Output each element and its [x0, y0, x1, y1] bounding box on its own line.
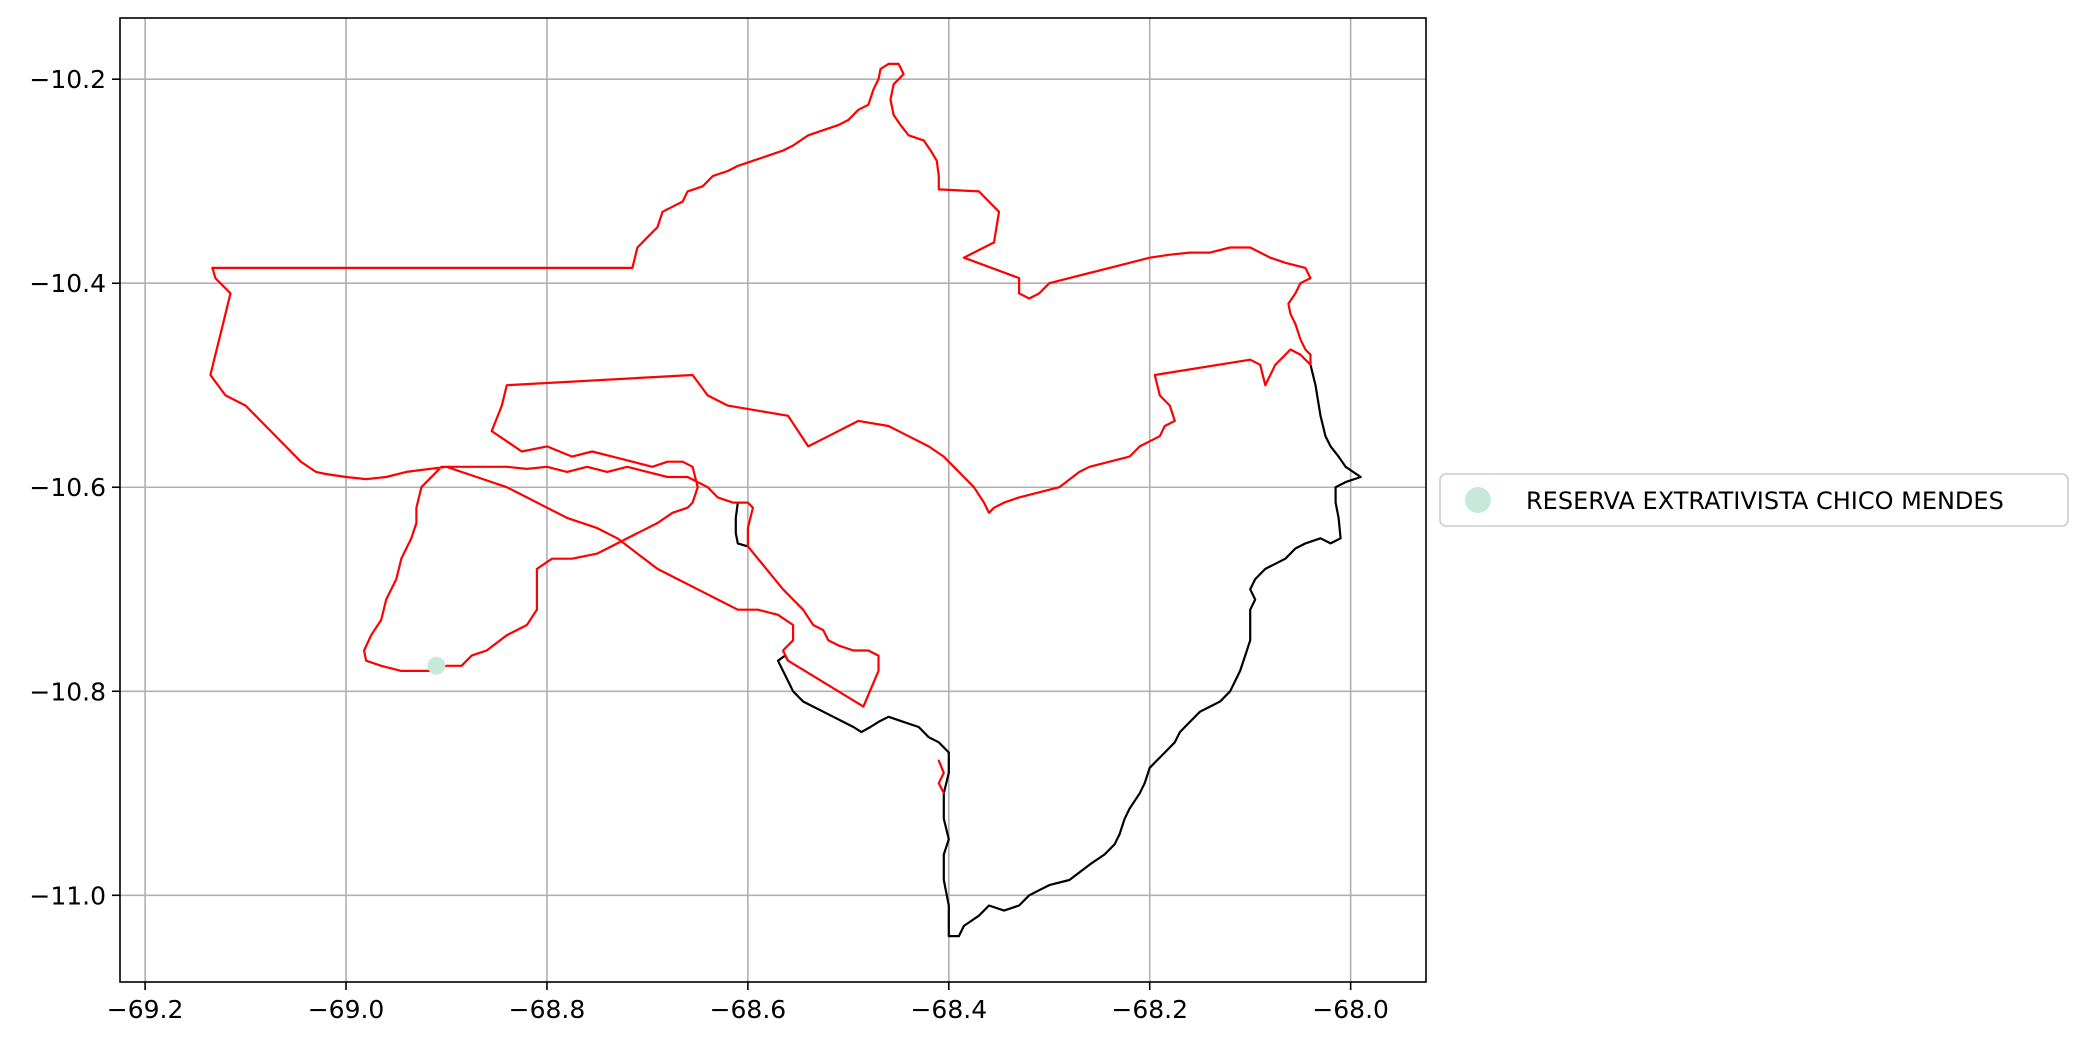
reserve-spur-outline [937, 759, 945, 795]
y-tick-label: −10.2 [29, 65, 106, 94]
y-tick-label: −11.0 [29, 881, 106, 910]
x-tick-label: −68.8 [509, 995, 586, 1024]
reserve-point-marker [427, 656, 446, 675]
boundary-2-outline [734, 501, 749, 548]
gridlines [120, 18, 1426, 982]
x-tick-label: −68.6 [710, 995, 787, 1024]
legend: RESERVA EXTRATIVISTA CHICO MENDES [1439, 473, 2069, 527]
y-tick-label: −10.8 [29, 677, 106, 706]
x-tick-label: −69.0 [308, 995, 385, 1024]
legend-box [1439, 473, 2069, 527]
y-tick-label: −10.6 [29, 473, 106, 502]
x-tick-label: −68.4 [910, 995, 987, 1024]
axes-frame [119, 17, 1427, 983]
map-layers [209, 62, 1362, 938]
x-tick-label: −69.2 [107, 995, 184, 1024]
x-tick-label: −68.2 [1111, 995, 1188, 1024]
legend-marker-icon [1465, 487, 1491, 513]
boundary-outline [776, 363, 1362, 938]
reserve-outline [209, 62, 1312, 708]
legend-label: RESERVA EXTRATIVISTA CHICO MENDES [1526, 487, 2004, 515]
axis-ticks: −69.2 −69.0 −68.8 −68.6 −68.4 −68.2 −68.0 −10.2… [29, 65, 1389, 1024]
y-tick-label: −10.4 [29, 269, 106, 298]
x-tick-label: −68.0 [1312, 995, 1389, 1024]
